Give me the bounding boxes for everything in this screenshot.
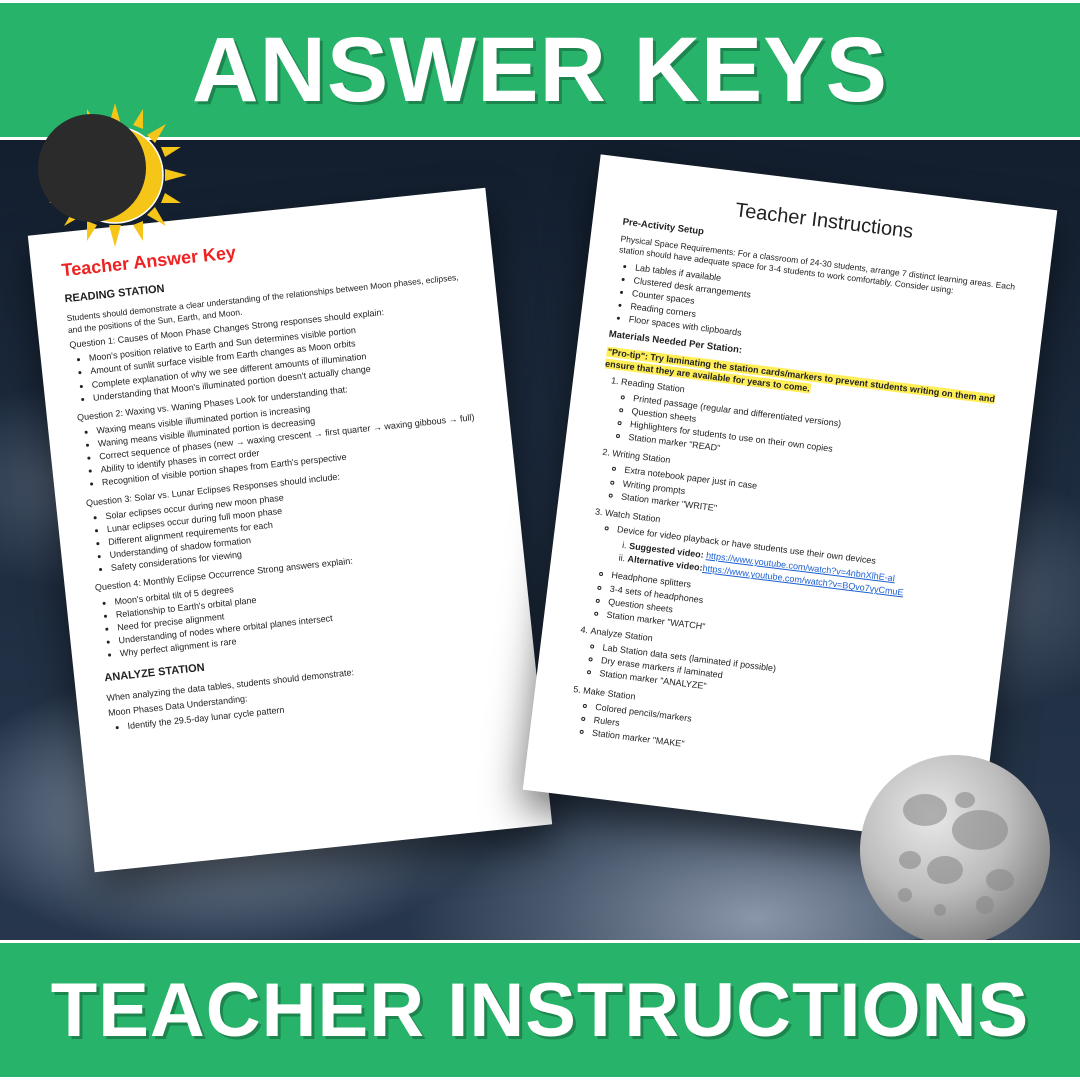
station-3-name: Watch Station [605,507,662,524]
station-4-name: Analyze Station [590,626,653,644]
bottom-banner-text: TEACHER INSTRUCTIONS [51,967,1029,1054]
station-5-name: Make Station [583,685,636,701]
answer-key-page: Teacher Answer Key READING STATION Stude… [28,188,552,873]
eclipse-icon [20,90,190,260]
station-2-name: Writing Station [612,448,671,465]
stations-list: Reading Station Printed passage (regular… [578,375,1002,783]
top-banner-text: ANSWER KEYS [192,18,888,123]
instructions-page: Teacher Instructions Pre-Activity Setup … [523,154,1058,845]
moon-icon [850,750,1060,960]
bottom-banner: TEACHER INSTRUCTIONS [0,940,1080,1080]
